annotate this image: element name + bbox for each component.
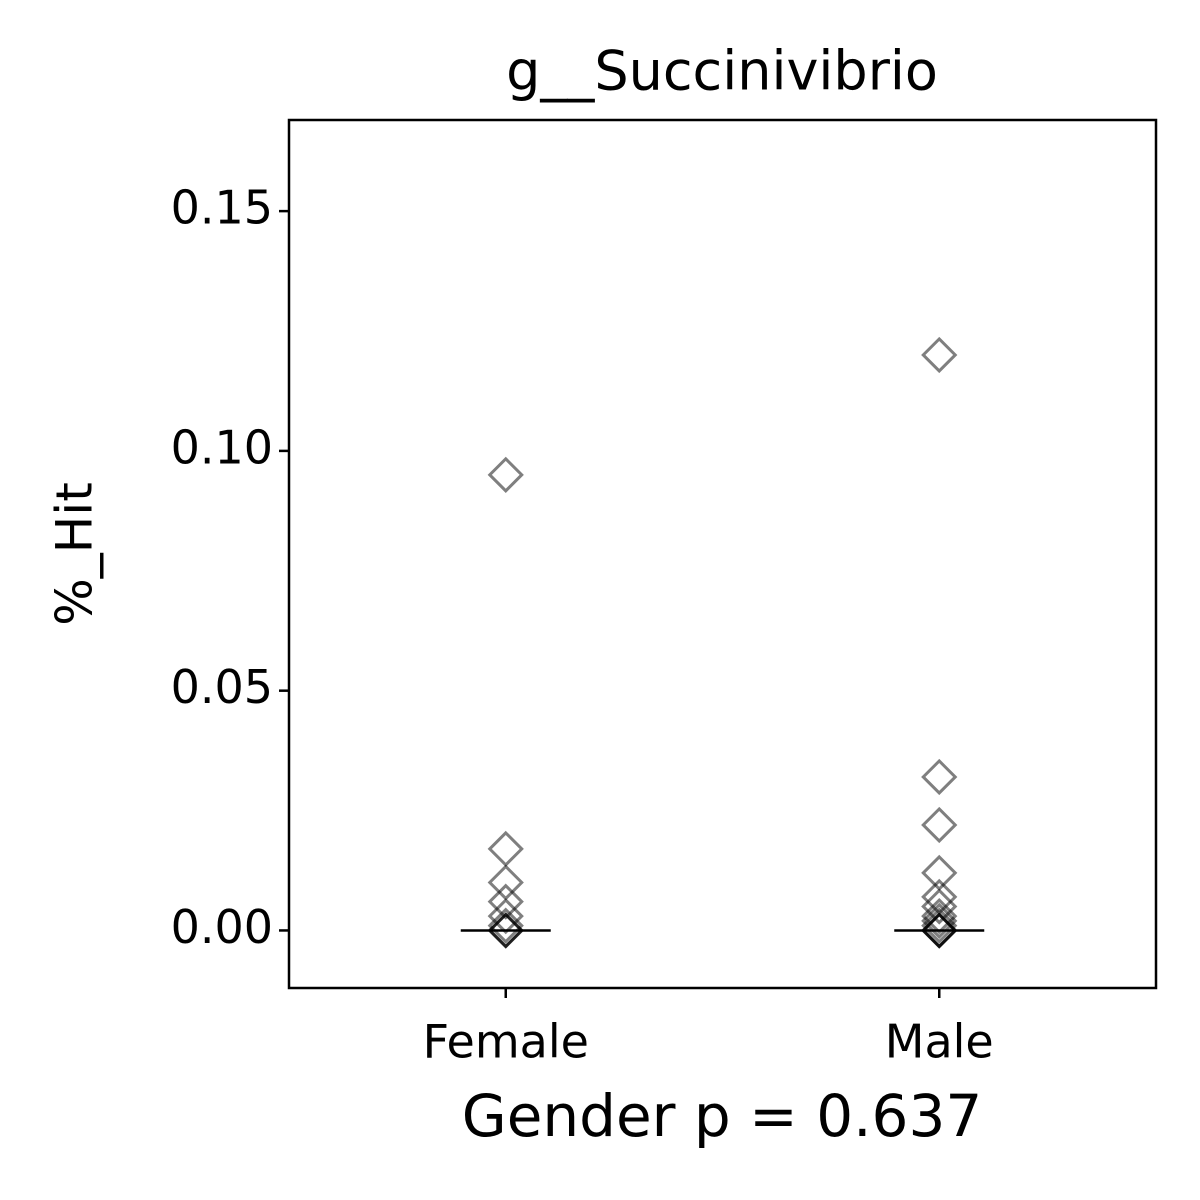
x-tick-label: Male bbox=[885, 1015, 994, 1069]
data-point bbox=[487, 456, 524, 493]
data-point bbox=[921, 912, 958, 949]
y-tick-label: 0.05 bbox=[171, 660, 273, 714]
x-axis-label: Gender p = 0.637 bbox=[462, 1082, 983, 1150]
data-point bbox=[921, 758, 958, 796]
y-tick-label: 0.10 bbox=[171, 420, 273, 474]
plot-frame bbox=[287, 118, 1158, 990]
x-tick-label: Female bbox=[423, 1015, 589, 1069]
data-point bbox=[921, 902, 958, 939]
data-point bbox=[487, 830, 524, 868]
data-point bbox=[921, 336, 958, 374]
data-point bbox=[487, 883, 524, 920]
data-point bbox=[487, 912, 524, 949]
y-tick-label: 0.15 bbox=[171, 181, 273, 235]
data-point bbox=[921, 897, 958, 935]
y-axis-label: %_Hit bbox=[46, 482, 104, 626]
data-point bbox=[921, 907, 958, 944]
data-point bbox=[487, 864, 524, 901]
chart-title: g__Succinivibrio bbox=[506, 40, 938, 103]
data-point bbox=[487, 897, 524, 935]
data-point bbox=[921, 806, 958, 844]
data-point bbox=[921, 888, 958, 925]
y-tick-label: 0.00 bbox=[171, 900, 273, 954]
data-point bbox=[487, 907, 524, 944]
data-point bbox=[921, 854, 958, 892]
